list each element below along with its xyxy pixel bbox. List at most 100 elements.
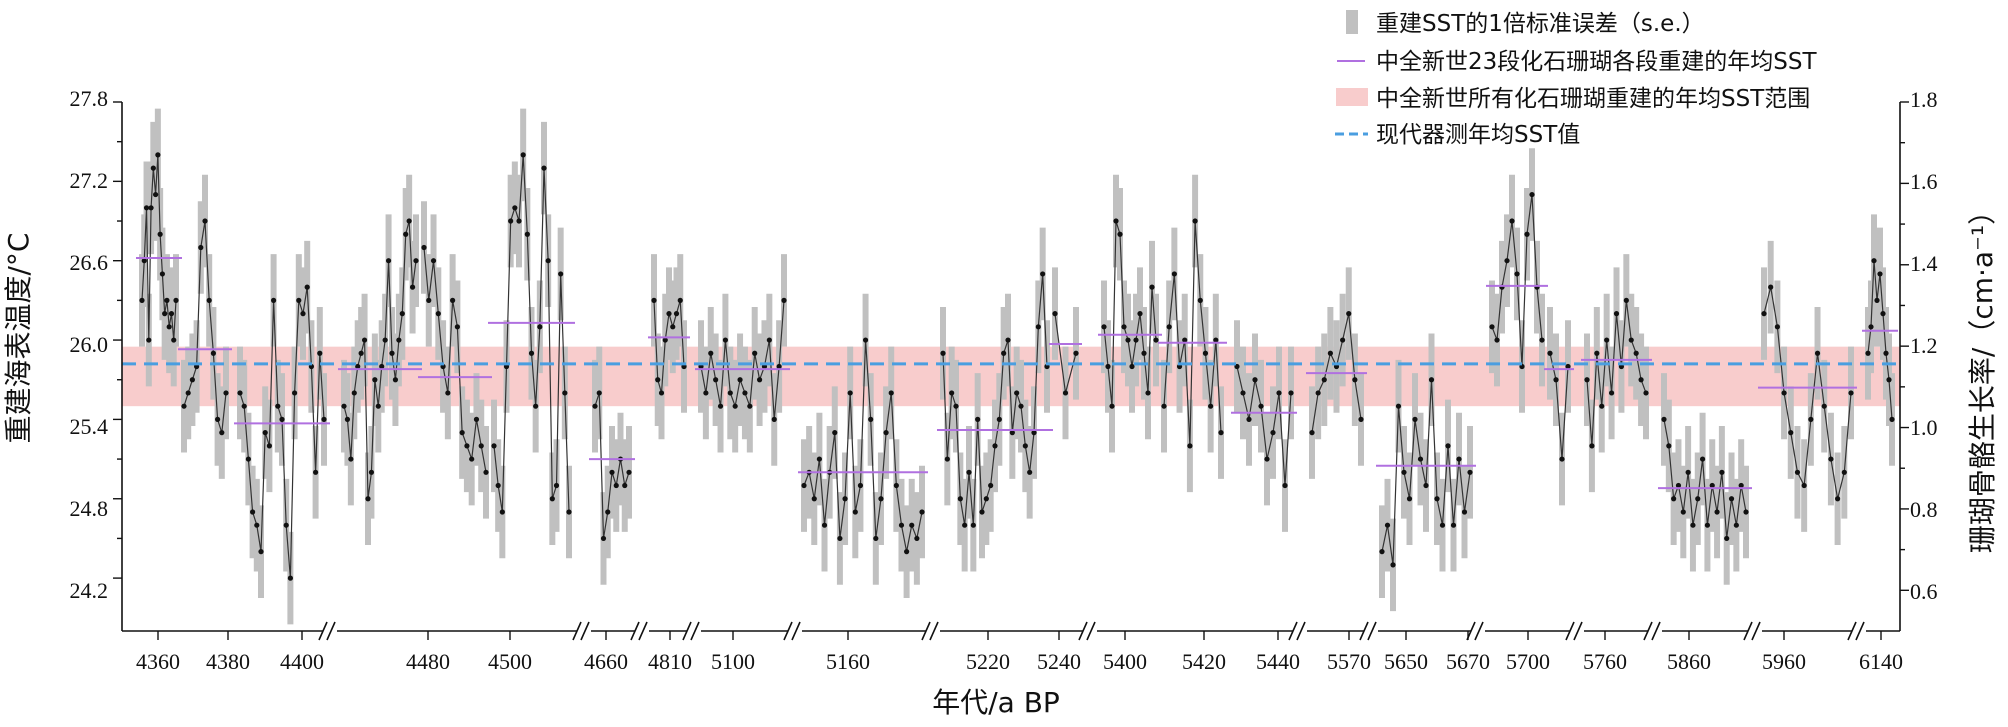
x-axis: 4360 4380 4400 4480 4500 4660 4810 5100 … xyxy=(136,649,1903,674)
sst-data-point xyxy=(266,443,272,449)
sst-data-point xyxy=(747,403,753,409)
sst-data-point xyxy=(727,390,733,396)
sst-data-point xyxy=(1680,509,1686,515)
sst-data-point xyxy=(146,337,152,343)
sst-data-point xyxy=(1035,324,1041,330)
sst-data-point xyxy=(1871,258,1877,264)
sst-data-point xyxy=(1719,469,1725,475)
legend-swatch-band xyxy=(1336,88,1368,106)
sst-data-point xyxy=(365,496,371,502)
sst-data-point xyxy=(499,509,505,515)
sst-data-point xyxy=(811,496,817,502)
sst-data-point xyxy=(313,469,319,475)
sst-data-point xyxy=(1559,456,1565,462)
sst-data-point xyxy=(1801,482,1807,489)
sst-data-point xyxy=(189,377,195,383)
sst-data-point xyxy=(1874,297,1880,303)
sst-data-point xyxy=(1594,350,1600,356)
sst-data-point xyxy=(202,218,208,224)
sst-data-point xyxy=(1031,430,1037,436)
sst-data-point xyxy=(1835,496,1841,502)
sst-data-point xyxy=(1467,469,1473,475)
sst-data-point xyxy=(1182,337,1188,343)
sst-data-point xyxy=(1547,350,1553,356)
sst-data-point xyxy=(1509,218,1515,224)
axis-break-mark xyxy=(1751,621,1761,641)
sst-data-point xyxy=(1113,218,1119,224)
legend-label: 中全新世所有化石珊瑚重建的年均SST范围 xyxy=(1376,86,1810,112)
sst-data-point xyxy=(413,258,419,264)
sst-data-point xyxy=(862,337,869,343)
axis-break-mark xyxy=(1573,621,1583,641)
sst-data-point xyxy=(1738,482,1744,489)
sst-data-point xyxy=(1828,456,1834,462)
sst-data-point xyxy=(953,403,959,409)
sst-data-point xyxy=(219,430,225,436)
sst-data-point xyxy=(979,509,985,515)
sst-data-point xyxy=(1401,469,1407,475)
x-tick-label: 5240 xyxy=(1037,649,1081,674)
sst-data-point xyxy=(1728,496,1735,502)
x-tick-label: 4400 xyxy=(280,649,324,674)
sst-data-point xyxy=(258,549,264,555)
sst-data-point xyxy=(600,535,607,542)
sst-data-point xyxy=(898,522,905,528)
sst-data-point xyxy=(1461,509,1468,515)
x-tick-label: 5100 xyxy=(711,649,755,674)
right-tick-label: 1.0 xyxy=(1910,415,1938,440)
sst-data-point xyxy=(857,482,864,489)
sst-series-line xyxy=(1236,366,1292,486)
sst-data-point xyxy=(1390,562,1396,568)
sst-data-point xyxy=(157,231,163,237)
sst-data-point xyxy=(1073,350,1079,356)
left-tick-label: 27.8 xyxy=(70,86,109,111)
sst-data-point xyxy=(406,218,412,224)
right-axis-title: 珊瑚骨骼生长率/（cm·a⁻¹） xyxy=(1966,197,1999,553)
sst-data-point xyxy=(459,430,465,436)
sst-data-point xyxy=(966,469,972,475)
sst-data-point xyxy=(185,390,191,396)
sst-data-point xyxy=(150,165,156,171)
sst-data-point xyxy=(1886,377,1892,383)
sst-data-point xyxy=(300,311,306,317)
sst-data-point xyxy=(1246,416,1252,422)
sst-data-point xyxy=(445,390,451,396)
sst-data-point xyxy=(1288,390,1294,396)
sst-data-point xyxy=(1133,337,1139,343)
sst-data-point xyxy=(1675,482,1682,489)
sst-data-point xyxy=(1406,496,1413,502)
sst-data-point xyxy=(1638,377,1644,383)
axis-break-mark xyxy=(1288,621,1298,641)
sst-data-point xyxy=(658,390,665,396)
sst-data-point xyxy=(491,443,497,449)
sst-data-point xyxy=(970,522,976,528)
sst-data-point xyxy=(1456,456,1462,462)
sst-data-point xyxy=(1709,482,1715,489)
x-tick-label: 4660 xyxy=(584,649,628,674)
sst-data-point xyxy=(279,416,285,422)
sst-data-point xyxy=(708,350,714,356)
sst-data-point xyxy=(358,350,364,356)
right-tick-label: 0.6 xyxy=(1910,579,1938,604)
sst-data-point xyxy=(283,522,289,528)
sst-data-point xyxy=(351,390,357,396)
sst-data-point xyxy=(1633,350,1639,356)
axis-break-mark xyxy=(318,621,328,641)
sst-data-point xyxy=(1690,522,1696,528)
sst-data-point xyxy=(348,456,354,462)
sst-data-point xyxy=(1202,350,1209,356)
sst-data-point xyxy=(375,403,381,409)
axis-break-mark xyxy=(1743,621,1753,641)
sst-data-point xyxy=(139,297,145,303)
right-tick-label: 1.6 xyxy=(1910,169,1938,194)
sst-data-point xyxy=(1240,390,1246,396)
sst-data-point xyxy=(1213,337,1219,343)
sst-data-point xyxy=(1434,496,1440,502)
x-tick-label: 5220 xyxy=(966,649,1010,674)
sst-data-point xyxy=(1774,324,1780,330)
sst-data-point xyxy=(888,390,894,396)
axis-break-mark xyxy=(580,621,590,641)
sst-data-point xyxy=(914,535,920,542)
sst-data-point xyxy=(752,350,758,356)
